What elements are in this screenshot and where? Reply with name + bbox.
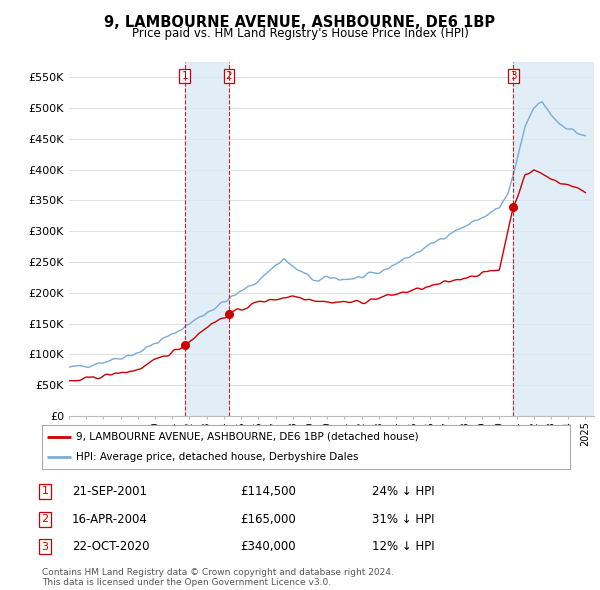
Text: £165,000: £165,000 [240, 513, 296, 526]
Text: 24% ↓ HPI: 24% ↓ HPI [372, 485, 434, 498]
Text: £114,500: £114,500 [240, 485, 296, 498]
Bar [513, 62, 594, 416]
Text: 16-APR-2004: 16-APR-2004 [72, 513, 148, 526]
Text: 2: 2 [41, 514, 49, 524]
Text: 3: 3 [510, 71, 517, 81]
Text: 3: 3 [41, 542, 49, 552]
Text: 12% ↓ HPI: 12% ↓ HPI [372, 540, 434, 553]
Text: 9, LAMBOURNE AVENUE, ASHBOURNE, DE6 1BP: 9, LAMBOURNE AVENUE, ASHBOURNE, DE6 1BP [104, 15, 496, 30]
Text: 21-SEP-2001: 21-SEP-2001 [72, 485, 147, 498]
Text: 9, LAMBOURNE AVENUE, ASHBOURNE, DE6 1BP (detached house): 9, LAMBOURNE AVENUE, ASHBOURNE, DE6 1BP … [76, 432, 419, 442]
Text: 2: 2 [226, 71, 232, 81]
Bar [185, 62, 229, 416]
Text: 1: 1 [41, 487, 49, 496]
Text: HPI: Average price, detached house, Derbyshire Dales: HPI: Average price, detached house, Derb… [76, 452, 359, 462]
Text: £340,000: £340,000 [240, 540, 296, 553]
Text: 1: 1 [181, 71, 188, 81]
Text: Price paid vs. HM Land Registry's House Price Index (HPI): Price paid vs. HM Land Registry's House … [131, 27, 469, 40]
Text: Contains HM Land Registry data © Crown copyright and database right 2024.
This d: Contains HM Land Registry data © Crown c… [42, 568, 394, 587]
Text: 31% ↓ HPI: 31% ↓ HPI [372, 513, 434, 526]
Text: 22-OCT-2020: 22-OCT-2020 [72, 540, 149, 553]
